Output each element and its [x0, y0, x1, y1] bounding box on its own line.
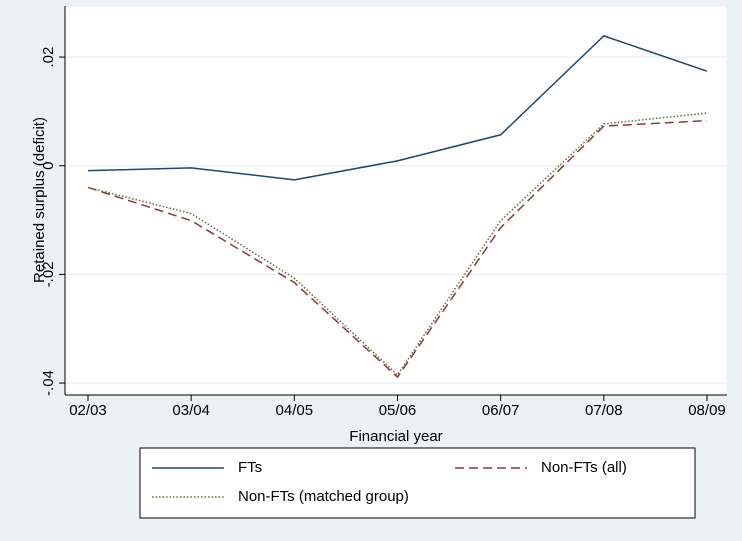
series-line: [87, 35, 708, 181]
x-tick-label: 02/03: [69, 402, 107, 419]
series-line: [87, 119, 708, 379]
plot-area: [64, 5, 728, 396]
legend-label: FTs: [238, 459, 262, 476]
x-tick-label: 08/09: [688, 402, 726, 419]
y-axis-title: Retained surplus (deficit): [31, 117, 48, 283]
x-tick-label: 03/04: [172, 402, 210, 419]
y-tick-label: -.02: [40, 261, 57, 287]
legend-label: Non-FTs (matched group): [238, 488, 409, 505]
y-tick-label: .02: [40, 47, 57, 68]
y-tick-label: -.04: [40, 370, 57, 396]
x-tick-label: 05/06: [379, 402, 417, 419]
x-tick-label: 07/08: [585, 402, 623, 419]
series-line: [87, 112, 708, 377]
legend-label: Non-FTs (all): [541, 459, 627, 476]
x-tick-label: 04/05: [276, 402, 314, 419]
y-tick-label: 0: [40, 162, 57, 170]
legend: [139, 447, 696, 519]
x-tick-label: 06/07: [482, 402, 520, 419]
x-axis-title: Financial year: [349, 428, 442, 445]
